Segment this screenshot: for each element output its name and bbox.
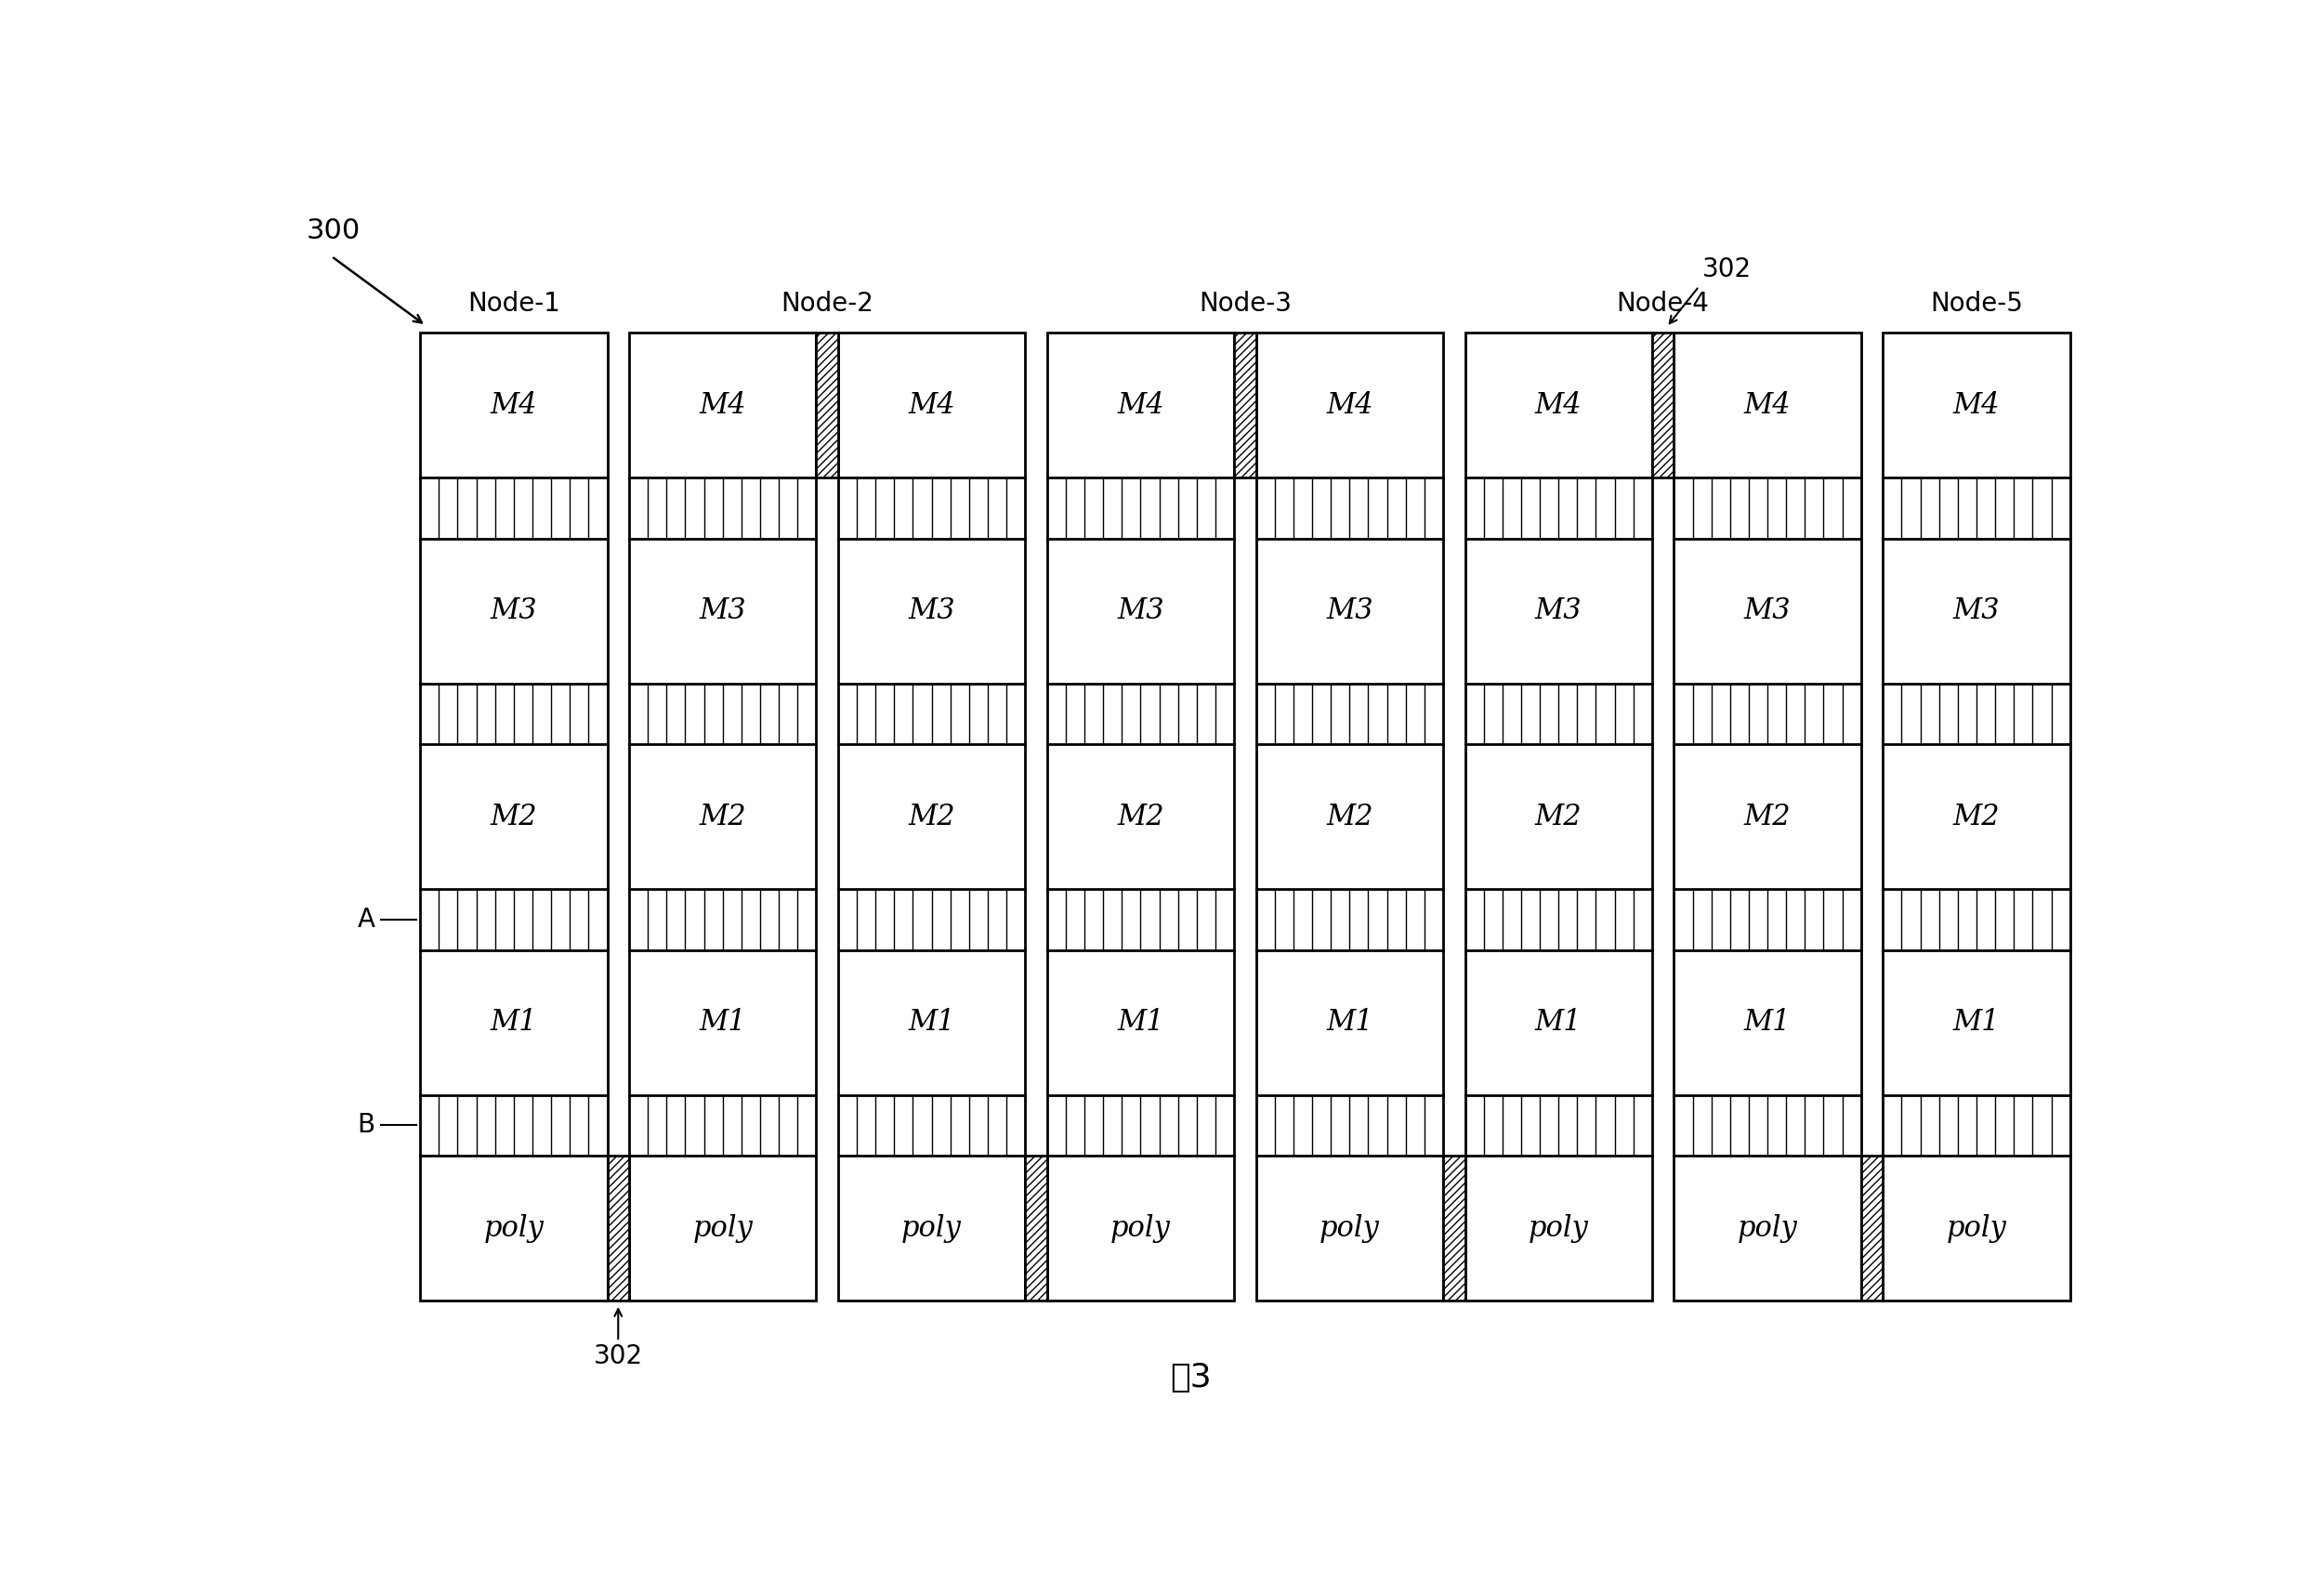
Text: Node-4: Node-4 [1618,291,1710,316]
Text: M2: M2 [909,802,955,831]
Bar [1882,538,2071,683]
Text: 302: 302 [593,1343,644,1370]
Text: M4: M4 [700,391,746,419]
Bar [1652,332,1673,478]
Text: poly: poly [693,1213,753,1242]
Bar [1882,744,2071,889]
Text: Node-1: Node-1 [467,291,560,316]
Bar [1025,1156,1048,1300]
Text: poly: poly [1111,1213,1171,1242]
Bar [1882,1156,2071,1300]
Text: M4: M4 [1952,391,2001,419]
Bar [1255,951,1443,1095]
Bar [1464,951,1652,1095]
Text: Node-3: Node-3 [1199,291,1292,316]
Text: Node-5: Node-5 [1929,291,2022,316]
Text: poly: poly [902,1213,962,1242]
Text: poly: poly [1738,1213,1796,1242]
Bar [839,538,1025,683]
Bar [1048,332,1234,478]
Bar [607,1156,630,1300]
Text: 300: 300 [307,217,360,244]
Bar [1048,744,1234,889]
Text: M3: M3 [909,596,955,625]
Bar [1673,951,1862,1095]
Bar [1464,538,1652,683]
Text: M3: M3 [700,596,746,625]
Bar [1673,332,1862,478]
Text: M1: M1 [909,1008,955,1036]
Bar [839,332,1025,478]
Bar [1443,1156,1464,1300]
Bar [1882,332,2071,478]
Bar [1673,538,1862,683]
Bar [839,1156,1025,1300]
Text: M2: M2 [1327,802,1373,831]
Bar [1048,538,1234,683]
Text: M2: M2 [490,802,537,831]
Text: M1: M1 [490,1008,537,1036]
Text: M3: M3 [490,596,537,625]
Text: M1: M1 [1534,1008,1583,1036]
Text: M1: M1 [1118,1008,1164,1036]
Bar [1464,1156,1652,1300]
Bar [839,744,1025,889]
Bar [1882,951,2071,1095]
Text: M2: M2 [1118,802,1164,831]
Bar [839,951,1025,1095]
Text: M2: M2 [1952,802,2001,831]
Text: M3: M3 [1952,596,2001,625]
Text: M4: M4 [1743,391,1792,419]
Text: M3: M3 [1327,596,1373,625]
Text: Node-2: Node-2 [781,291,874,316]
Text: M2: M2 [1534,802,1583,831]
Text: poly: poly [483,1213,544,1242]
Bar [1255,538,1443,683]
Bar [1255,1156,1443,1300]
Bar [1862,1156,1882,1300]
Text: M4: M4 [1118,391,1164,419]
Text: M4: M4 [1327,391,1373,419]
Bar [630,538,816,683]
Bar [421,332,607,478]
Bar [1464,744,1652,889]
Text: M4: M4 [909,391,955,419]
Bar [421,744,607,889]
Bar [1255,332,1443,478]
Bar [1673,744,1862,889]
Bar [1255,744,1443,889]
Text: poly: poly [1945,1213,2006,1242]
Text: A: A [358,906,374,933]
Bar [1673,1156,1862,1300]
Text: M2: M2 [700,802,746,831]
Text: M4: M4 [490,391,537,419]
Text: 302: 302 [1703,256,1752,283]
Bar [421,1156,607,1300]
Bar [1048,951,1234,1095]
Bar [630,951,816,1095]
Bar [1464,332,1652,478]
Text: M2: M2 [1743,802,1792,831]
Text: M3: M3 [1743,596,1792,625]
Bar [630,1156,816,1300]
Text: M1: M1 [1327,1008,1373,1036]
Text: M1: M1 [1952,1008,2001,1036]
Bar [421,538,607,683]
Bar [630,332,816,478]
Bar [1234,332,1255,478]
Text: 图3: 图3 [1169,1362,1211,1394]
Text: poly: poly [1529,1213,1590,1242]
Bar [816,332,839,478]
Text: M3: M3 [1534,596,1583,625]
Text: M1: M1 [1743,1008,1792,1036]
Text: poly: poly [1320,1213,1380,1242]
Text: M4: M4 [1534,391,1583,419]
Bar [1048,1156,1234,1300]
Text: M1: M1 [700,1008,746,1036]
Text: M3: M3 [1118,596,1164,625]
Text: B: B [358,1112,374,1139]
Bar [630,744,816,889]
Bar [421,951,607,1095]
